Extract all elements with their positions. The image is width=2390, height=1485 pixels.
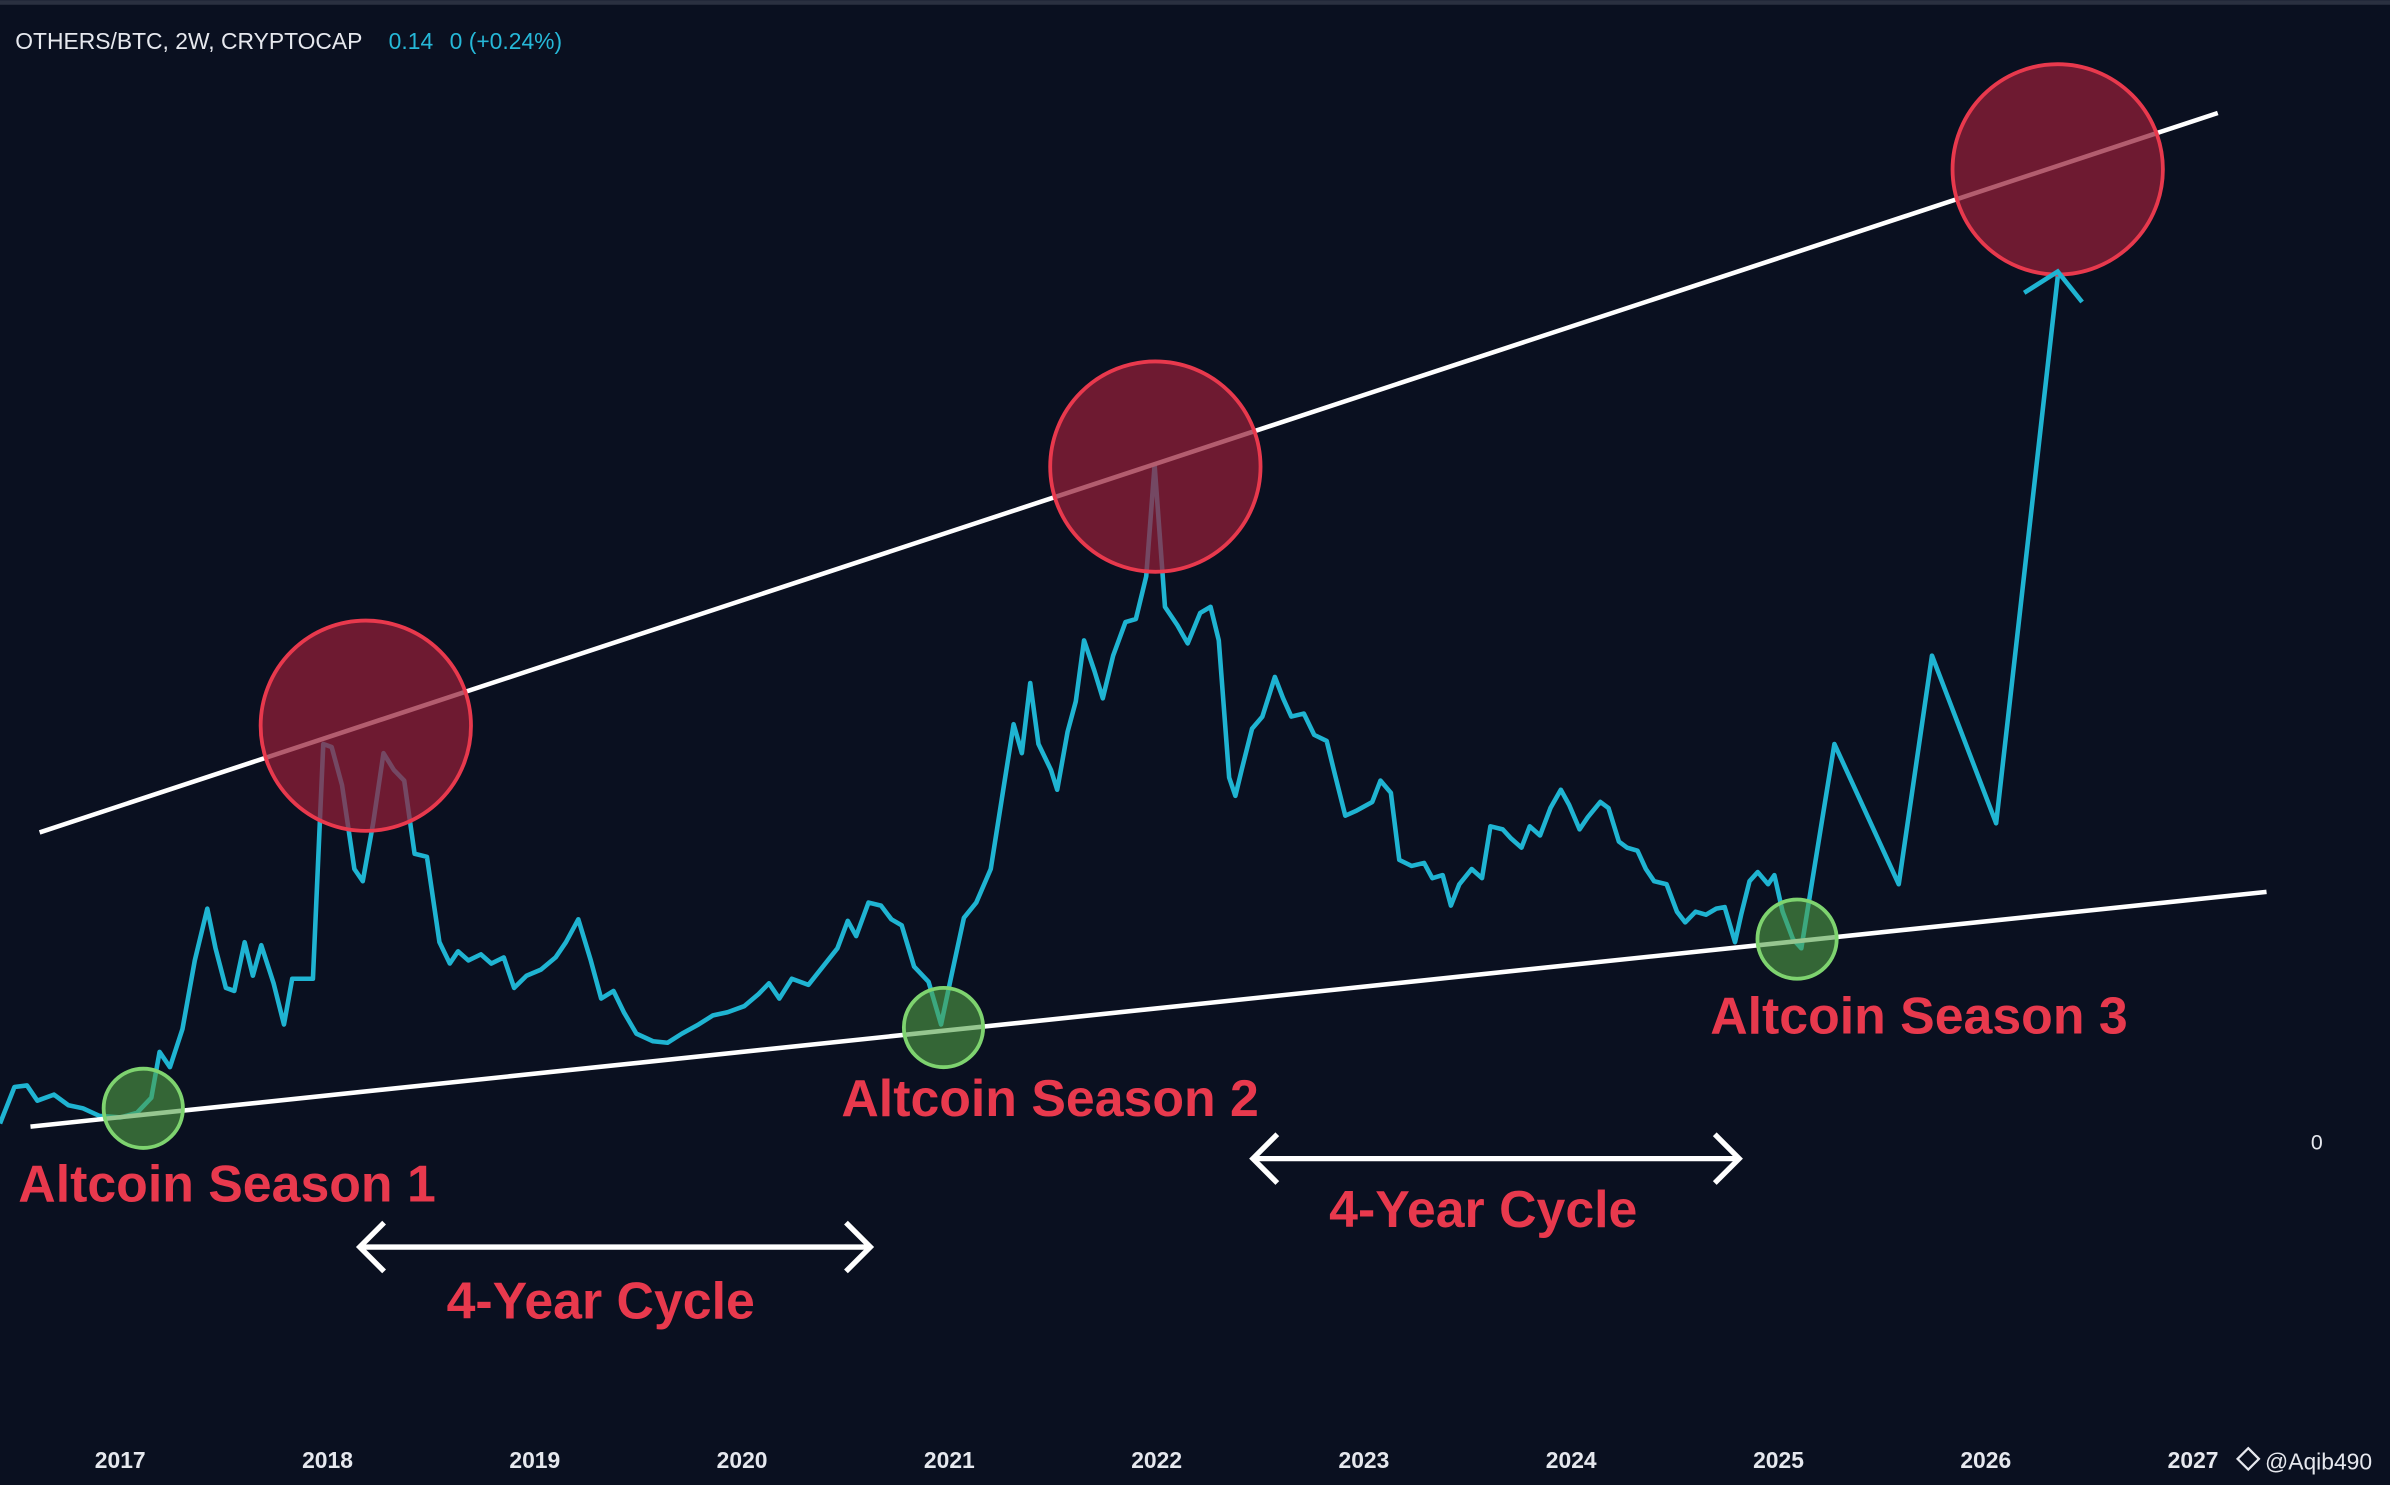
arrow-head	[844, 1220, 875, 1274]
x-tick-label: 2024	[1546, 1447, 1597, 1473]
annotation: Altcoin Season 3	[1710, 987, 2128, 1045]
arrow-head	[355, 1220, 386, 1274]
logo	[2235, 1446, 2261, 1472]
change: 0 (+0.24%)	[450, 28, 562, 54]
arrow-head	[2022, 268, 2084, 304]
annotation: 4-Year Cycle	[1329, 1180, 1637, 1238]
x-tick-label: 2017	[95, 1447, 146, 1473]
x-tick-label: 2022	[1131, 1447, 1182, 1473]
cycle-arrows	[355, 1132, 1743, 1274]
x-tick-label: 2026	[1960, 1447, 2011, 1473]
peak-circle	[1048, 359, 1263, 574]
x-tick-label: 2025	[1753, 1447, 1804, 1473]
arrow-head	[1712, 1132, 1743, 1185]
bottom-circle	[1755, 897, 1839, 981]
annotation: 4-Year Cycle	[447, 1272, 755, 1330]
annotation: Altcoin Season 1	[18, 1154, 436, 1212]
symbol: OTHERS/BTC, 2W, CRYPTOCAP	[15, 28, 362, 54]
peak-circle	[1950, 62, 2165, 277]
watermark: @Aqib490	[2265, 1449, 2372, 1475]
y-tick-label: 0	[2311, 1130, 2323, 1154]
peak-circle	[258, 618, 473, 833]
bottom-circle	[101, 1066, 185, 1150]
x-tick-label: 2019	[509, 1447, 560, 1473]
x-tick-label: 2023	[1339, 1447, 1390, 1473]
x-tick-label: 2018	[302, 1447, 353, 1473]
bottom-markers	[101, 897, 1839, 1150]
bottom-circle	[901, 985, 986, 1070]
annotation: Altcoin Season 2	[841, 1069, 1259, 1127]
lower-trendline	[30, 889, 2267, 1129]
peak-markers	[258, 62, 2165, 833]
arrow-head	[1249, 1132, 1280, 1185]
x-tick-label: 2021	[924, 1447, 975, 1473]
x-tick-label: 2020	[717, 1447, 768, 1473]
price: 0.14	[389, 28, 434, 54]
top-border	[0, 0, 2390, 5]
x-tick-label: 2027	[2168, 1447, 2219, 1473]
